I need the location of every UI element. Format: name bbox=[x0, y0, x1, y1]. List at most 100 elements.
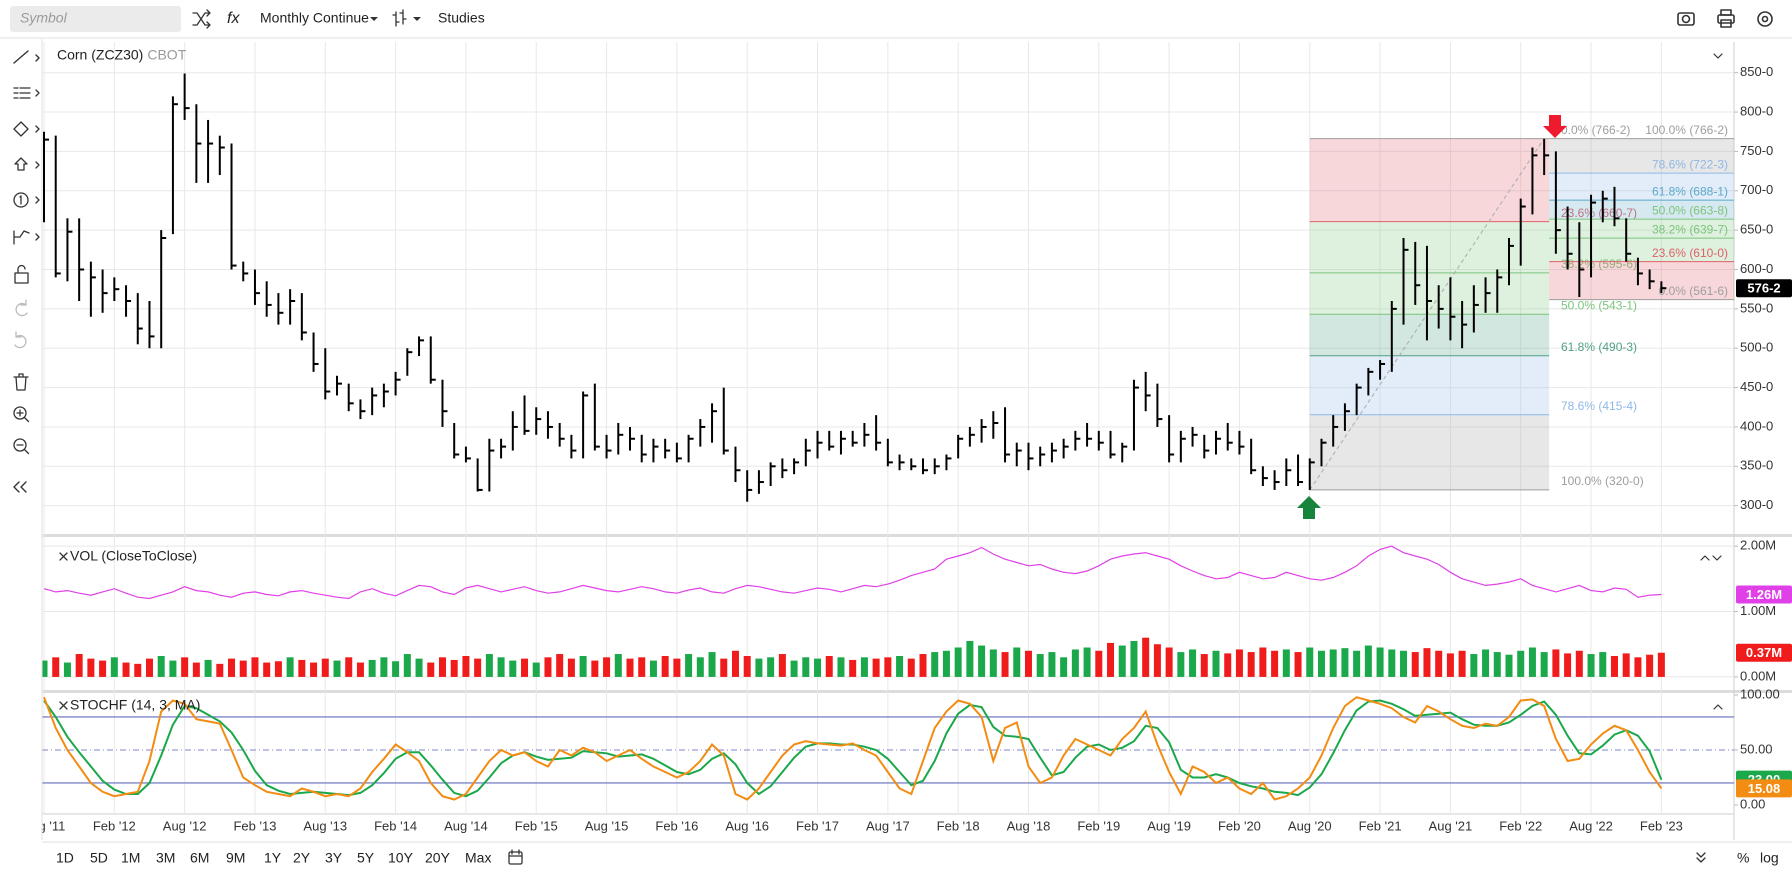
volume-bar bbox=[1364, 645, 1372, 677]
volume-bar bbox=[145, 658, 153, 677]
range-button[interactable]: 2Y bbox=[293, 850, 311, 866]
volume-bar bbox=[1107, 642, 1115, 677]
x-tick-label: Aug '14 bbox=[444, 818, 488, 833]
formula-button[interactable]: fx bbox=[227, 10, 240, 27]
volume-bar bbox=[181, 657, 189, 677]
close-study-icon[interactable] bbox=[59, 701, 68, 710]
buy-arrow bbox=[1297, 496, 1321, 519]
undo-tool[interactable] bbox=[15, 299, 28, 317]
volume-bar bbox=[1071, 649, 1079, 677]
calendar-icon[interactable] bbox=[508, 849, 523, 865]
last-price-tag: 576-2 bbox=[1747, 281, 1780, 296]
x-tick-label: Feb '21 bbox=[1359, 818, 1402, 833]
zoom-in-tool[interactable] bbox=[13, 406, 30, 423]
volume-bar bbox=[1564, 653, 1572, 677]
range-button[interactable]: 1M bbox=[121, 850, 140, 866]
volume-bar bbox=[380, 657, 388, 677]
line-tool[interactable] bbox=[13, 50, 40, 64]
close-study-icon[interactable] bbox=[59, 552, 68, 561]
collapse-toolbar[interactable] bbox=[13, 481, 27, 493]
volume-bar bbox=[251, 657, 259, 677]
volume-bar bbox=[1540, 652, 1548, 677]
collapse-icon[interactable] bbox=[1713, 53, 1723, 59]
volume-bar bbox=[778, 654, 786, 677]
percent-toggle[interactable]: % bbox=[1737, 850, 1749, 866]
volume-bar bbox=[427, 662, 435, 677]
volume-bar bbox=[907, 658, 915, 677]
x-tick-label: Aug '13 bbox=[303, 818, 347, 833]
volume-bar bbox=[204, 659, 212, 677]
fib-label: 23.6% (660-7) bbox=[1561, 206, 1637, 220]
lock-tool[interactable] bbox=[14, 264, 29, 284]
arrow-tool[interactable] bbox=[14, 157, 40, 171]
print-icon[interactable] bbox=[1717, 9, 1735, 28]
annotation-tool-chevron[interactable] bbox=[35, 196, 40, 204]
volume-bar bbox=[884, 657, 892, 677]
fib-label: 61.8% (490-3) bbox=[1561, 340, 1637, 354]
axes-layer: Aug '11 Feb '12 Aug '12 Feb '13 Aug '13 Feb '… bbox=[23, 64, 1792, 833]
volume-bar bbox=[767, 657, 775, 677]
x-tick-label: Feb '15 bbox=[515, 818, 558, 833]
redo-tool[interactable] bbox=[14, 331, 27, 349]
zoom-glyph bbox=[16, 444, 30, 455]
x-tick-label: Feb '20 bbox=[1218, 818, 1261, 833]
fib-band bbox=[1309, 414, 1550, 490]
fib-tool[interactable] bbox=[13, 87, 40, 99]
symbol-input[interactable] bbox=[10, 6, 181, 32]
shape-tool[interactable] bbox=[13, 121, 40, 137]
volume-bar bbox=[1353, 650, 1361, 677]
range-button[interactable]: 5Y bbox=[357, 850, 375, 866]
range-button[interactable]: 5D bbox=[90, 850, 108, 866]
range-button[interactable]: 9M bbox=[226, 850, 245, 866]
volume-bar bbox=[1095, 650, 1103, 677]
fib-label: 78.6% (415-4) bbox=[1561, 399, 1637, 413]
expand-chevrons[interactable] bbox=[1696, 852, 1706, 863]
chart-type-icon[interactable] bbox=[392, 9, 407, 27]
volume-bar bbox=[509, 660, 517, 677]
fib-band bbox=[1309, 355, 1550, 415]
volume-bar bbox=[614, 654, 622, 677]
fib-band bbox=[1309, 272, 1550, 315]
zoom-out-tool[interactable] bbox=[13, 438, 30, 455]
range-button[interactable]: 1Y bbox=[264, 850, 282, 866]
gear-inner bbox=[1761, 15, 1769, 23]
study-chevrons[interactable] bbox=[1713, 704, 1723, 710]
x-tick-label: Aug '20 bbox=[1288, 818, 1332, 833]
compare-icon[interactable] bbox=[192, 9, 211, 29]
range-button[interactable]: Max bbox=[465, 850, 491, 866]
x-tick-label: Aug '12 bbox=[163, 818, 207, 833]
range-button[interactable]: 10Y bbox=[388, 850, 414, 866]
stoch-tag-bg bbox=[1736, 779, 1792, 798]
camera-icon[interactable] bbox=[1677, 12, 1695, 26]
studies-button[interactable]: Studies bbox=[438, 10, 485, 26]
range-button[interactable]: 20Y bbox=[425, 850, 451, 866]
left-toolbar bbox=[0, 39, 43, 840]
y-tick-label: 100.00 bbox=[1740, 686, 1780, 701]
volume-bar bbox=[802, 657, 810, 677]
volume-bar bbox=[942, 650, 950, 677]
volatility-line bbox=[43, 545, 1662, 600]
volume-bar bbox=[1446, 653, 1454, 677]
volume-bar bbox=[368, 659, 376, 677]
volume-bar bbox=[556, 654, 564, 677]
settings-icon[interactable] bbox=[1757, 11, 1773, 27]
toolbar-bg bbox=[0, 0, 1792, 38]
delete-tool[interactable] bbox=[13, 373, 29, 391]
zoom-lens bbox=[13, 438, 27, 452]
study-chevrons[interactable] bbox=[1700, 555, 1722, 561]
range-button[interactable]: 1D bbox=[56, 850, 74, 866]
range-button[interactable]: 3M bbox=[156, 850, 175, 866]
volume-bar bbox=[1470, 654, 1478, 677]
volume-bar bbox=[52, 657, 60, 677]
volume-bar bbox=[1411, 652, 1419, 677]
annotation-tool[interactable] bbox=[13, 192, 29, 208]
camera-lens bbox=[1681, 14, 1691, 24]
range-button[interactable]: 6M bbox=[190, 850, 209, 866]
measure-tool[interactable] bbox=[13, 230, 40, 245]
volume-bar bbox=[532, 662, 540, 677]
interval-select[interactable]: Monthly Continue bbox=[260, 10, 369, 26]
symbol-placeholder: Symbol bbox=[20, 10, 68, 26]
range-button[interactable]: 3Y bbox=[325, 850, 343, 866]
instrument-title: Corn (ZCZ30) bbox=[57, 47, 143, 63]
log-toggle[interactable]: log bbox=[1760, 850, 1779, 866]
